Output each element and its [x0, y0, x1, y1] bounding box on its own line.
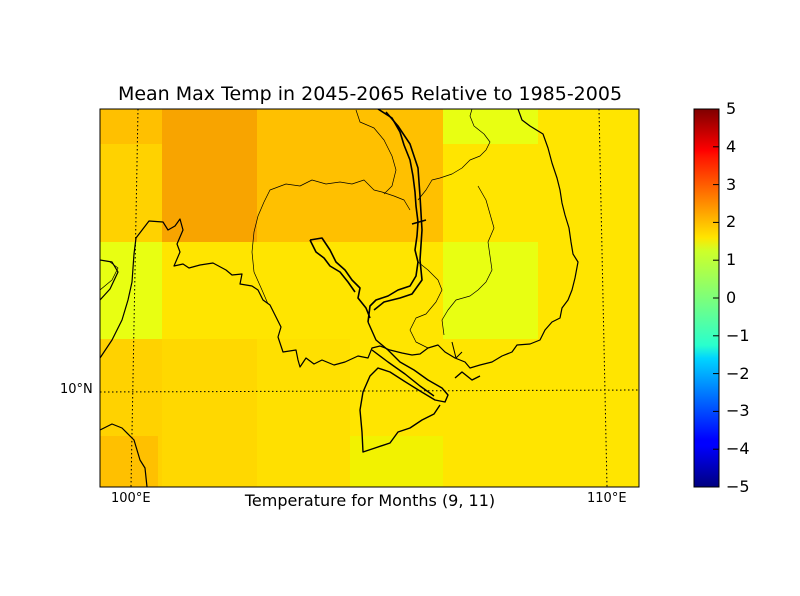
- colorbar-tick-label: 5: [726, 99, 737, 118]
- colorbar-tick-label: 3: [726, 175, 737, 194]
- lat-label-10n: 10°N: [60, 382, 93, 397]
- colorbar-tick-label: 2: [726, 212, 737, 231]
- colorbar-tick-label: −4: [726, 439, 750, 458]
- lon-label-100e: 100°E: [111, 491, 151, 506]
- colorbar-tick-label: −2: [726, 364, 750, 383]
- colorbar-tick-label: 1: [726, 250, 737, 269]
- temperature-grid: [100, 109, 639, 487]
- colorbar-tick-label: −1: [726, 326, 750, 345]
- coastlines: [100, 109, 579, 487]
- colorbar-tick-label: −5: [726, 477, 750, 496]
- map-title: Mean Max Temp in 2045-2065 Relative to 1…: [117, 83, 623, 105]
- colorbar-tick-label: −3: [726, 401, 750, 420]
- colorbar-tick-label: 4: [726, 137, 737, 156]
- colorbar-tick-label: 0: [726, 288, 737, 307]
- graticule: [100, 109, 639, 487]
- map-subtitle: Temperature for Months (9, 11): [244, 491, 496, 510]
- lon-label-110e: 110°E: [587, 491, 627, 506]
- map-frame: [99, 108, 640, 488]
- colorbar-ticks: [713, 108, 719, 488]
